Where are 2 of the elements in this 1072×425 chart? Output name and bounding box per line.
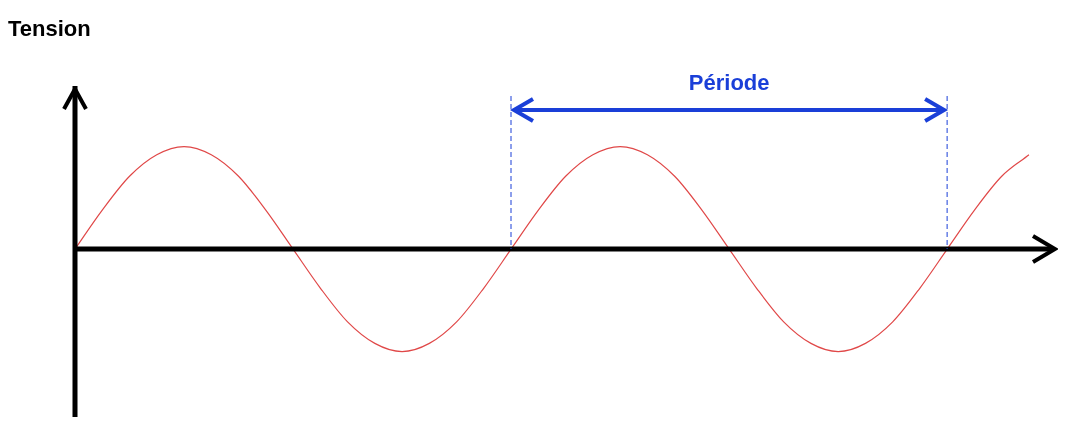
y-axis-title: Tension <box>8 16 91 42</box>
text: Période <box>687 70 771 96</box>
